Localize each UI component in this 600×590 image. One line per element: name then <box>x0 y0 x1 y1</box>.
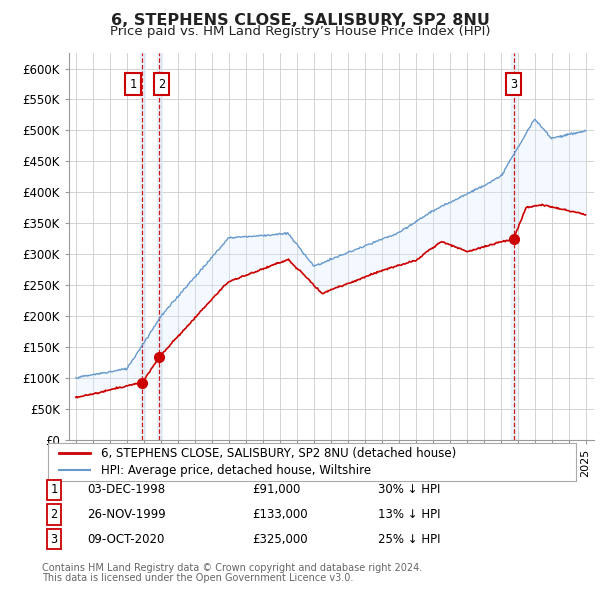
Bar <box>511 53 516 440</box>
Text: 2: 2 <box>158 77 165 90</box>
Text: £325,000: £325,000 <box>252 533 308 546</box>
Text: 2: 2 <box>50 508 58 521</box>
Text: 25% ↓ HPI: 25% ↓ HPI <box>378 533 440 546</box>
Bar <box>157 53 161 440</box>
Text: 26-NOV-1999: 26-NOV-1999 <box>87 508 166 521</box>
Text: 3: 3 <box>510 77 517 90</box>
Text: 6, STEPHENS CLOSE, SALISBURY, SP2 8NU: 6, STEPHENS CLOSE, SALISBURY, SP2 8NU <box>110 13 490 28</box>
Text: 13% ↓ HPI: 13% ↓ HPI <box>378 508 440 521</box>
Text: Contains HM Land Registry data © Crown copyright and database right 2024.: Contains HM Land Registry data © Crown c… <box>42 563 422 573</box>
Text: 03-DEC-1998: 03-DEC-1998 <box>87 483 165 496</box>
Text: This data is licensed under the Open Government Licence v3.0.: This data is licensed under the Open Gov… <box>42 573 353 583</box>
Text: 09-OCT-2020: 09-OCT-2020 <box>87 533 164 546</box>
Text: 30% ↓ HPI: 30% ↓ HPI <box>378 483 440 496</box>
Text: Price paid vs. HM Land Registry’s House Price Index (HPI): Price paid vs. HM Land Registry’s House … <box>110 25 490 38</box>
Text: 1: 1 <box>50 483 58 496</box>
Bar <box>140 53 145 440</box>
Text: 3: 3 <box>50 533 58 546</box>
Text: £91,000: £91,000 <box>252 483 301 496</box>
Text: HPI: Average price, detached house, Wiltshire: HPI: Average price, detached house, Wilt… <box>101 464 371 477</box>
Text: 6, STEPHENS CLOSE, SALISBURY, SP2 8NU (detached house): 6, STEPHENS CLOSE, SALISBURY, SP2 8NU (d… <box>101 447 456 460</box>
Text: 1: 1 <box>130 77 137 90</box>
Text: £133,000: £133,000 <box>252 508 308 521</box>
